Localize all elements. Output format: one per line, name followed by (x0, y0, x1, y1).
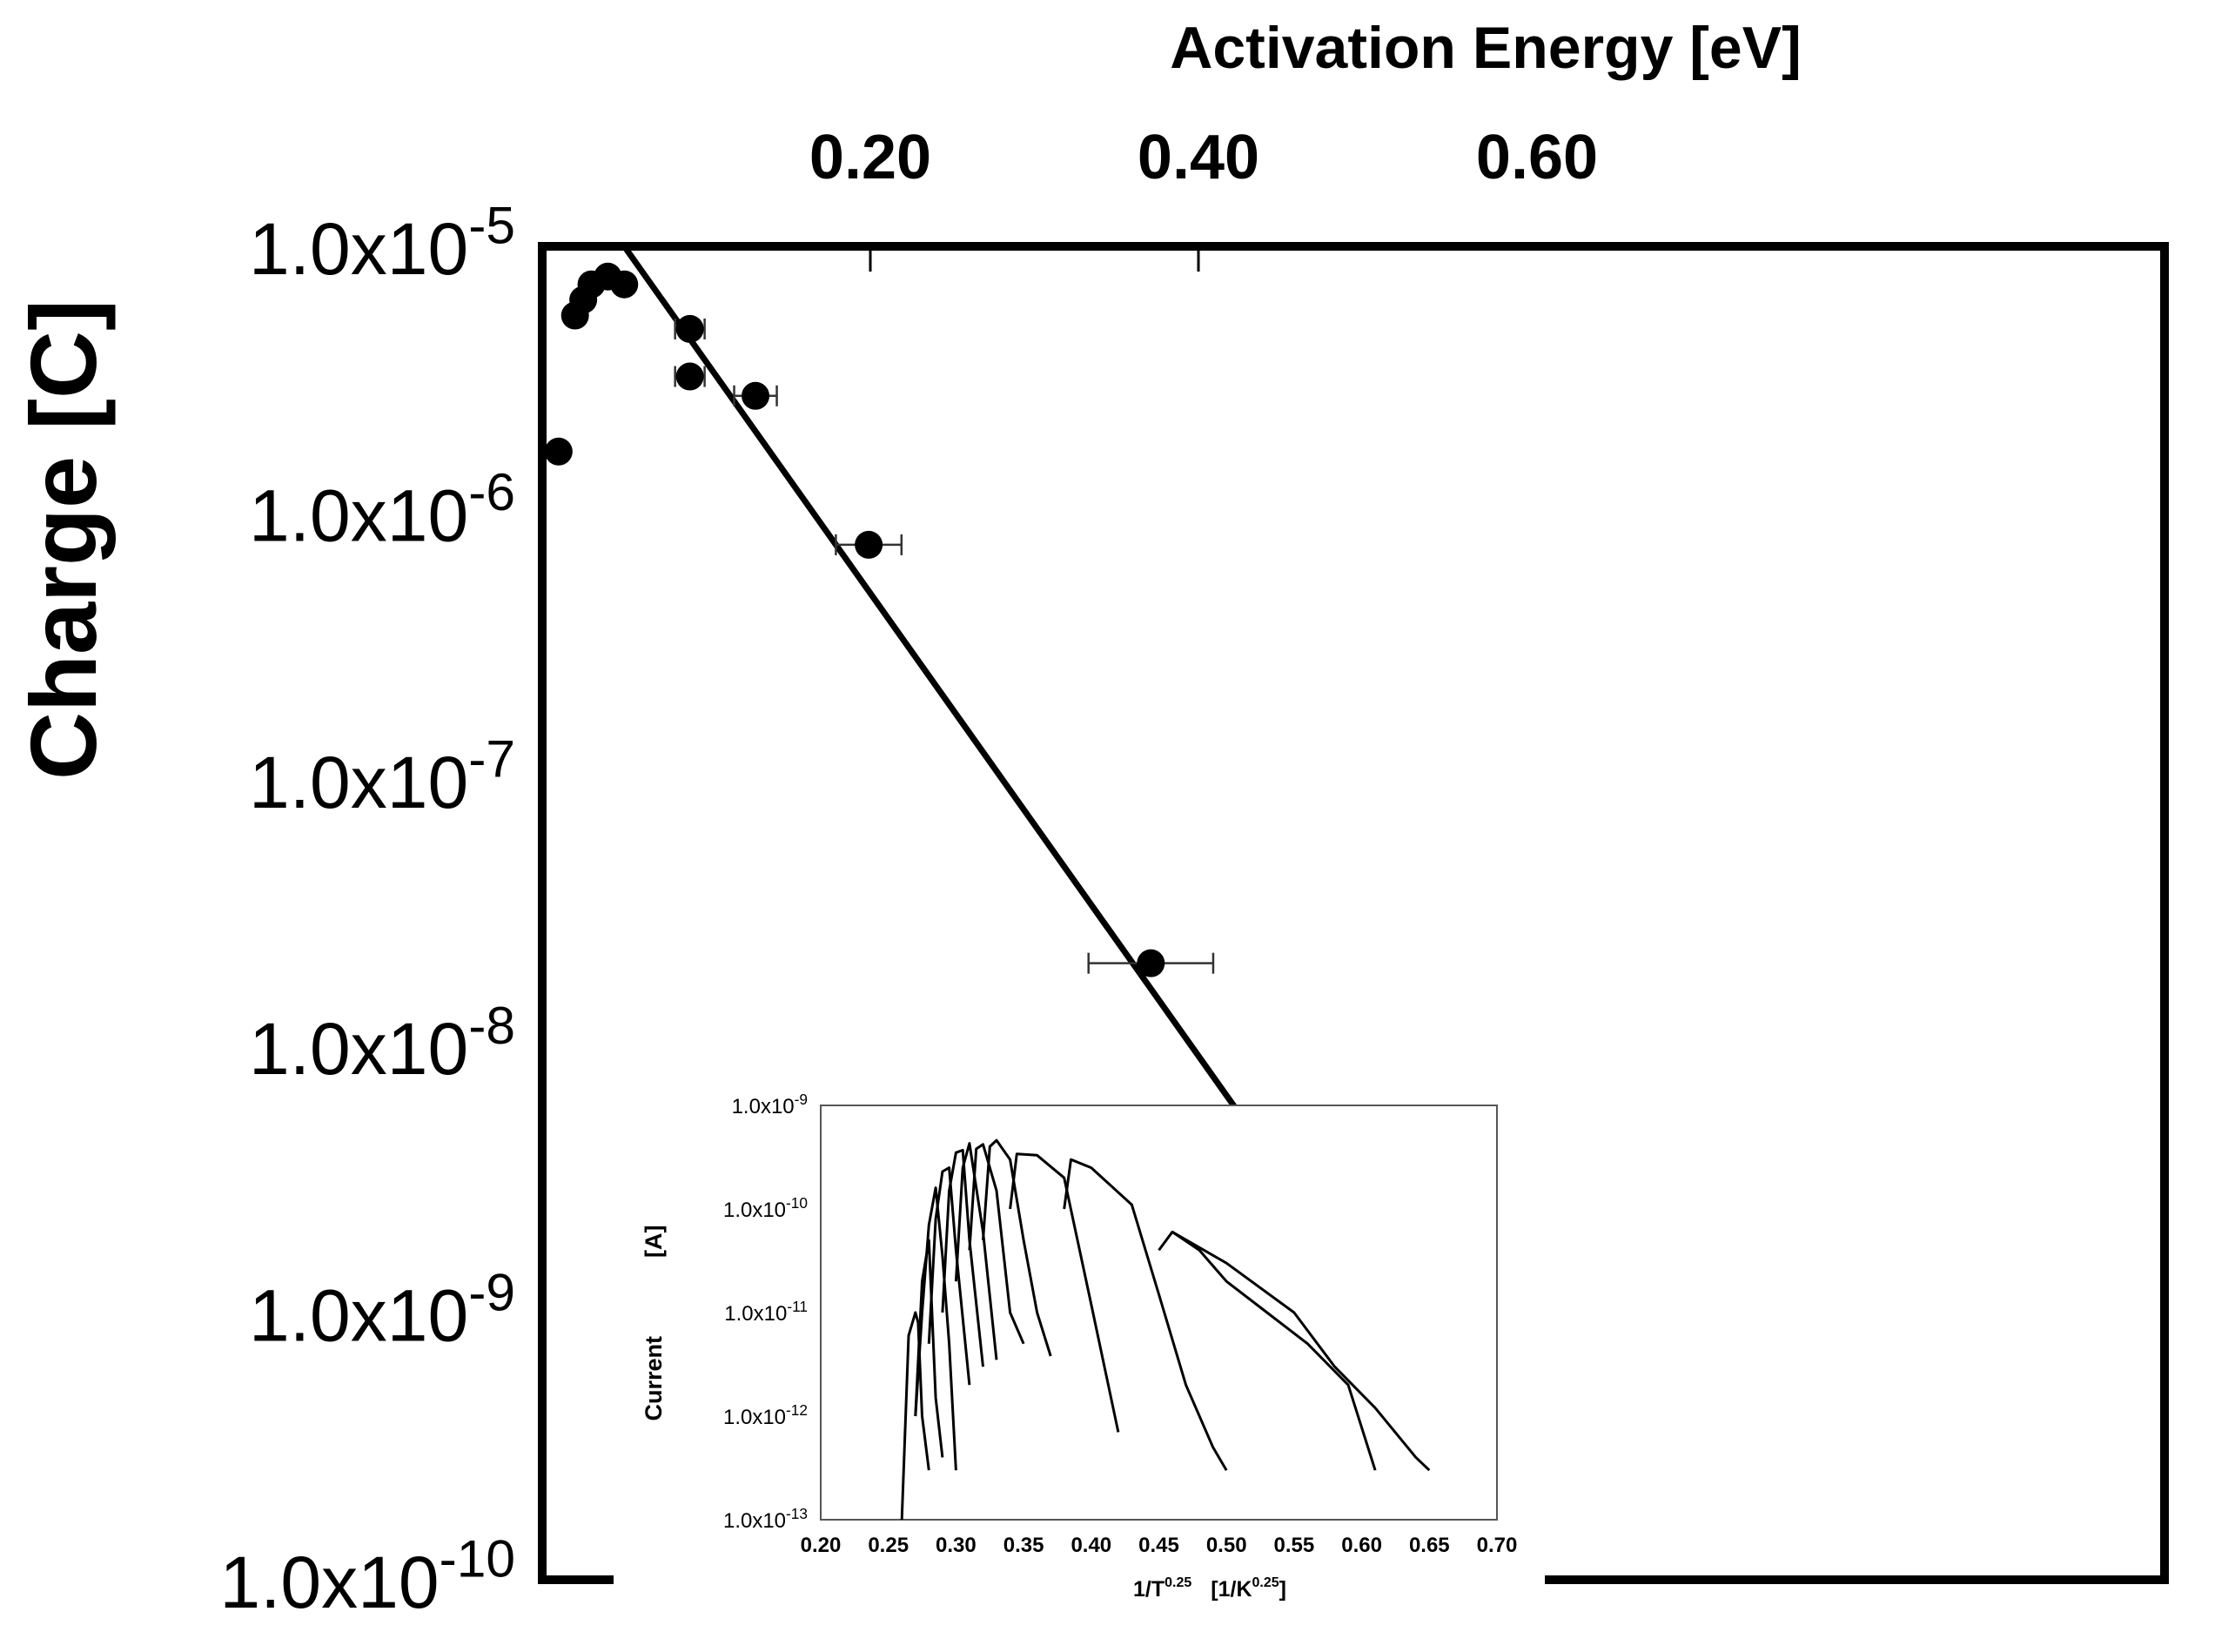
inset-series-line (1009, 1152, 1120, 1433)
y-tick-label: 1.0x10-8 (249, 996, 515, 1090)
data-point (855, 530, 883, 559)
x-tick-label: 0.20 (809, 123, 931, 192)
inset-x-tick-label: 0.70 (1477, 1534, 1518, 1557)
inset-x-tick-label: 0.30 (936, 1534, 977, 1557)
inset-y-tick-label: 1.0x10-12 (723, 1401, 808, 1429)
y-tick-label: 1.0x10-5 (249, 196, 515, 290)
y-axis-title: Charge [C] (10, 299, 116, 780)
main-plot-frame (538, 242, 2169, 1584)
data-point (544, 437, 573, 466)
inset-series-line (954, 1142, 998, 1360)
inset-series-line (1171, 1231, 1377, 1471)
inset-x-tick-label: 0.60 (1341, 1534, 1382, 1557)
inset-series-line (900, 1311, 930, 1521)
inset-x-tick-label: 0.20 (801, 1534, 842, 1557)
inset-series-line (927, 1166, 971, 1386)
inset-curve-group (900, 1138, 1431, 1521)
x-tick-group: 0.20 0.40 0.60 (809, 123, 1598, 272)
data-point (1137, 949, 1165, 977)
y-tick-group: 1.0x10-5 1.0x10-6 1.0x10-7 1.0x10-8 1.0x10-9… (219, 196, 515, 1623)
inset-y-tick-label: 1.0x10-10 (723, 1194, 808, 1222)
y-tick-label: 1.0x10-9 (249, 1262, 515, 1356)
inset-x-tick-label: 0.65 (1409, 1534, 1450, 1557)
inset-series-line (968, 1143, 1025, 1345)
inset-x-tick-label: 0.25 (868, 1534, 909, 1557)
inset-x-axis-title: 1/T0.25 [1/K0.25] (1133, 1575, 1286, 1602)
inset-plot-frame (820, 1105, 1498, 1521)
inset-y-tick-label: 1.0x10-9 (732, 1091, 808, 1118)
y-tick-label: 1.0x10-10 (219, 1529, 515, 1623)
inset-y-tick-label: 1.0x10-11 (724, 1298, 808, 1326)
inset-x-tick-label: 0.55 (1274, 1534, 1315, 1557)
inset-x-tick-group: 0.20 0.25 0.30 0.35 0.40 0.45 0.50 0.55 0.60 0.65… (801, 1534, 1518, 1557)
data-point (742, 381, 770, 410)
x-axis-title: Activation Energy [eV] (1170, 15, 1802, 81)
inset-x-tick-label: 0.35 (1003, 1534, 1044, 1557)
inset-y-tick-label: 1.0x10-13 (723, 1505, 808, 1533)
data-point (675, 362, 704, 391)
inset-x-tick-label: 0.45 (1138, 1534, 1179, 1557)
inset-y-axis-title: Current[A] (641, 1226, 667, 1421)
inset-series-line (1063, 1158, 1228, 1471)
x-tick-label: 0.40 (1138, 123, 1259, 192)
data-point (675, 314, 704, 343)
inset-x-tick-label: 0.50 (1206, 1534, 1247, 1557)
x-tick-label: 0.60 (1476, 123, 1598, 192)
inset-chart: 1.0x10-9 1.0x10-10 1.0x10-11 1.0x10-12 1.0x1… (641, 1091, 1517, 1602)
inset-series-line (982, 1138, 1052, 1357)
y-tick-label: 1.0x10-6 (249, 462, 515, 556)
inset-series-line (914, 1186, 957, 1471)
inset-series-line (941, 1148, 984, 1367)
data-point (610, 270, 639, 299)
y-tick-label: 1.0x10-7 (249, 729, 515, 823)
inset-y-tick-group: 1.0x10-9 1.0x10-10 1.0x10-11 1.0x10-12 1.0x1… (723, 1091, 808, 1533)
inset-x-tick-label: 0.40 (1071, 1534, 1111, 1557)
